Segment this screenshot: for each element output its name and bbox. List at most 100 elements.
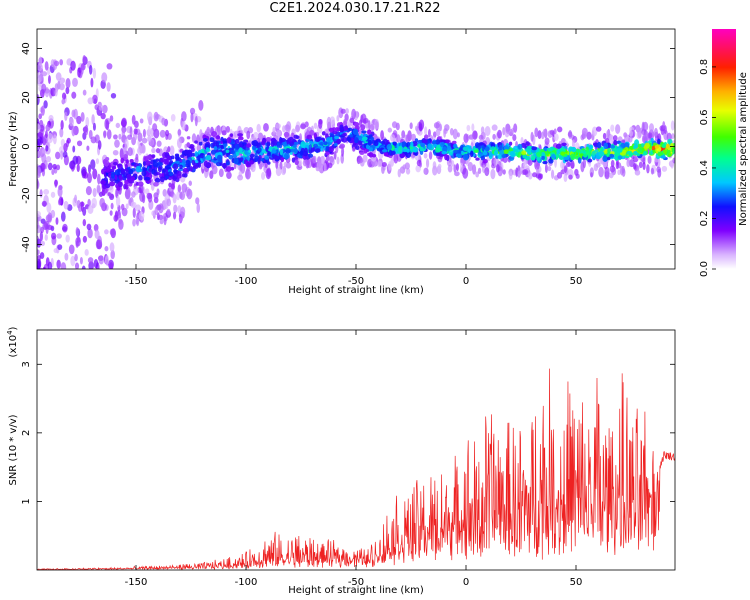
spectrogram-ridge-cell	[633, 150, 638, 156]
spectrogram-speckle	[81, 265, 86, 269]
spectrogram-speckle	[396, 134, 401, 143]
spectrogram-ridge-cell	[142, 167, 148, 172]
spectrogram-ridge-cell	[603, 142, 609, 150]
spectrogram-speckle	[598, 166, 604, 178]
spectrogram-ridge-cell	[602, 155, 608, 162]
spectrogram-ridge-cell	[448, 149, 454, 155]
spectrogram-ridge-cell	[252, 140, 259, 147]
spectrogram-ridge-cell	[149, 164, 153, 169]
spectrogram-speckle	[563, 165, 568, 174]
spectrogram-speckle	[109, 262, 114, 269]
spectrogram-speckle	[415, 125, 418, 132]
spectrogram-ridge-cell	[444, 153, 448, 161]
spectrogram-ridge-cell	[335, 126, 339, 132]
spectrogram-speckle	[141, 137, 148, 144]
spectrogram-ridge-cell	[460, 150, 464, 154]
spectrogram-speckle	[473, 130, 478, 139]
spectrogram-speckle	[151, 147, 156, 154]
spectrogram-speckle	[554, 157, 557, 168]
y-tick-label: 3	[21, 361, 32, 367]
spectrogram-ridge-cell	[205, 154, 212, 161]
spectrogram-speckle	[82, 54, 87, 64]
spectrogram-speckle	[77, 67, 81, 78]
spectrogram-speckle	[323, 162, 327, 172]
snr-series-line	[37, 368, 675, 570]
spectrogram-ridge-cell	[662, 143, 666, 149]
spectrogram-speckle	[433, 131, 437, 138]
spectrogram-speckle	[513, 123, 518, 133]
spectrogram-speckle	[37, 144, 40, 151]
spectrogram-ridge-cell	[419, 150, 424, 155]
spectrogram-speckle	[553, 133, 559, 141]
spectrogram-speckle	[37, 93, 40, 101]
spectrogram-speckle	[605, 170, 609, 178]
spectrogram-speckle	[326, 116, 332, 128]
spectrogram-speckle	[72, 77, 78, 88]
spectrogram-speckle	[272, 126, 276, 134]
spectrogram-ridge-cell	[221, 130, 227, 136]
spectrogram-speckle	[233, 130, 240, 138]
spectrogram-speckle	[172, 211, 177, 220]
spectrogram-speckle	[40, 105, 45, 116]
spectrogram-ridge-cell	[280, 157, 285, 163]
spectrogram-speckle	[41, 153, 47, 164]
spectrogram-speckle	[475, 171, 480, 178]
spectrogram-speckle	[48, 75, 51, 84]
spectrogram-ridge-cell	[285, 148, 291, 154]
spectrogram-speckle	[360, 113, 367, 124]
svg-text:(x104): (x104)	[6, 326, 19, 357]
spectrogram-speckle	[38, 113, 43, 120]
spectrogram-ridge-cell	[192, 164, 199, 170]
spectrogram-speckle	[467, 161, 474, 172]
spectrogram-speckle	[110, 202, 114, 210]
spectrogram-ridge-cell	[352, 128, 359, 135]
spectrogram-ridge-cell	[159, 176, 165, 183]
spectrogram-speckle	[45, 145, 49, 152]
spectrogram-speckle	[50, 191, 56, 198]
spectrogram-speckle	[64, 252, 69, 261]
spectrogram-ridge-cell	[453, 149, 460, 154]
spectrogram-speckle	[615, 124, 621, 134]
spectrogram-speckle	[491, 124, 498, 131]
spectrogram-speckle	[391, 121, 398, 129]
spectrogram-speckle	[591, 126, 598, 137]
spectrogram-ridge-cell	[170, 183, 175, 190]
spectrogram-speckle	[51, 288, 55, 297]
spectrogram-ridge-cell	[116, 163, 122, 168]
spectrogram-speckle	[63, 200, 69, 210]
spectrogram-ridge-cell	[399, 153, 406, 158]
spectrogram-speckle	[549, 129, 555, 136]
spectrogram-speckle	[333, 150, 337, 160]
spectrogram-speckle	[43, 288, 46, 294]
spectrogram-speckle	[595, 162, 601, 168]
spectrogram-ridge-cell	[234, 143, 240, 150]
spectrogram-speckle	[563, 173, 568, 182]
spectrogram-heatmap	[37, 54, 675, 297]
spectrogram-speckle	[246, 130, 251, 140]
spectrogram-speckle	[653, 127, 658, 138]
spectrogram-speckle	[85, 116, 90, 128]
spectrogram-ridge-cell	[238, 147, 243, 154]
spectrogram-ridge-cell	[168, 182, 172, 188]
spectrogram-ridge-cell	[145, 160, 151, 166]
spectrogram-speckle	[52, 163, 57, 170]
spectrogram-ridge-cell	[257, 147, 262, 153]
spectrogram-ridge-cell	[225, 166, 232, 172]
spectrogram-ridge-cell	[302, 150, 309, 157]
spectrogram-ridge-cell	[173, 168, 178, 174]
spectrogram-ridge-cell	[629, 145, 635, 150]
spectrogram-speckle	[90, 77, 94, 88]
spectrogram-ridge-cell	[514, 148, 520, 153]
spectrogram-speckle	[60, 211, 66, 222]
spectrogram-speckle	[152, 123, 158, 132]
spectrogram-speckle	[642, 161, 646, 171]
spectrogram-speckle	[449, 128, 454, 136]
spectrogram-speckle	[102, 270, 106, 278]
spectrogram-ridge-cell	[328, 146, 334, 153]
spectrogram-speckle	[256, 123, 261, 133]
spectrogram-speckle	[71, 125, 76, 137]
spectrogram-ridge-cell	[530, 154, 536, 161]
spectrogram-speckle	[336, 156, 340, 165]
spectrogram-speckle	[131, 191, 136, 198]
spectrogram-speckle	[91, 197, 97, 209]
